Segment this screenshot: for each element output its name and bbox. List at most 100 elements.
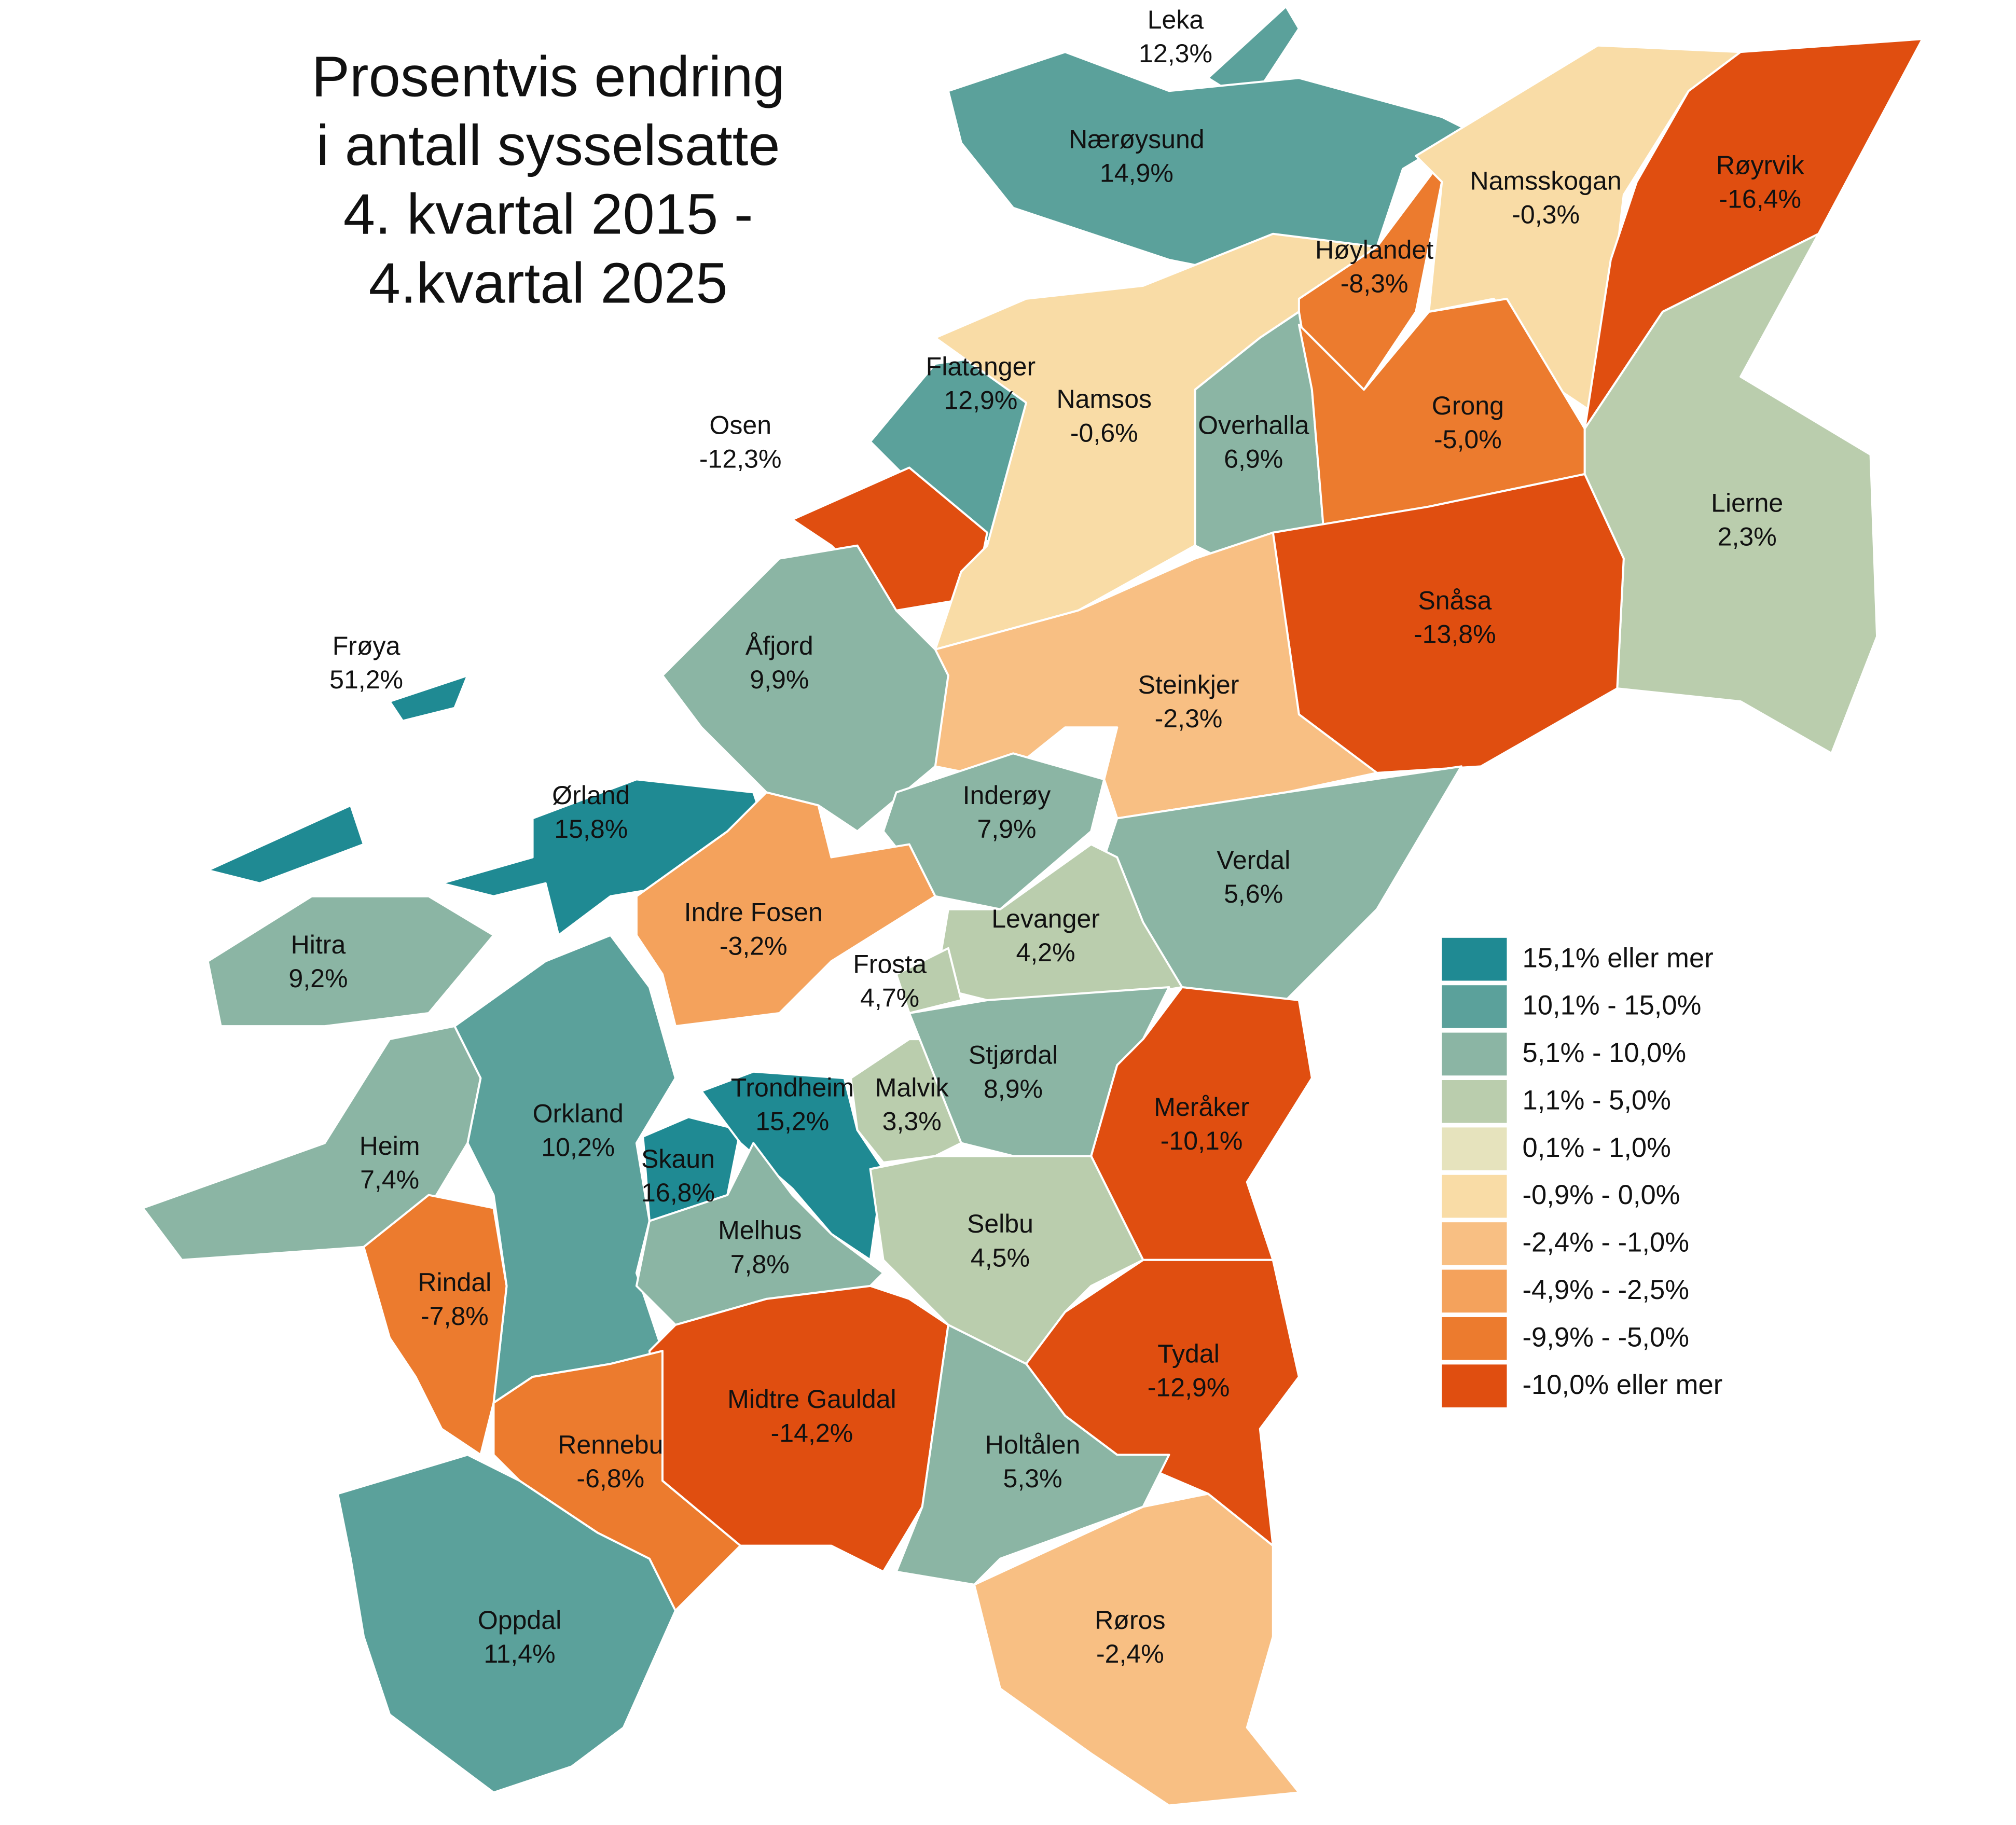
- legend-swatch: [1442, 1080, 1507, 1123]
- title-line: i antall sysselsatte: [316, 114, 780, 177]
- legend-swatch: [1442, 1269, 1507, 1313]
- title-line: 4. kvartal 2015 -: [343, 183, 753, 246]
- region: [363, 1194, 508, 1456]
- region-value: 6,9%: [1224, 444, 1283, 473]
- region: [895, 1323, 1170, 1586]
- region-name: Skaun: [641, 1144, 715, 1173]
- region-name: Frøya: [333, 631, 401, 660]
- region: [661, 544, 949, 833]
- region: [895, 947, 962, 1015]
- region-value: -13,8%: [1414, 619, 1496, 648]
- legend-label: 0,1% - 1,0%: [1523, 1132, 1671, 1163]
- region: [973, 1492, 1300, 1807]
- region-value: 7,9%: [977, 814, 1036, 844]
- region: [337, 1454, 677, 1794]
- region-labels: Leka 12,3% Nærøysund 14,9% Flatanger 12,9% Ose…: [288, 5, 1804, 1668]
- region-name: Melhus: [718, 1216, 802, 1245]
- region-value: 5,6%: [1224, 879, 1283, 908]
- region-value: 11,4%: [484, 1639, 555, 1668]
- legend-label: 15,1% eller mer: [1523, 943, 1714, 973]
- title-line: Prosentvis endring: [311, 45, 784, 108]
- region-name: Ørland: [552, 781, 630, 810]
- region: [947, 51, 1469, 287]
- region-value: 8,9%: [984, 1074, 1043, 1103]
- region-name: Meråker: [1154, 1093, 1249, 1122]
- legend-swatch: [1442, 1222, 1507, 1265]
- legend-label: -2,4% - -1,0%: [1523, 1227, 1689, 1258]
- region-value: 12,3%: [1139, 39, 1212, 68]
- region-value: 14,9%: [1100, 159, 1173, 188]
- region-value: 7,4%: [360, 1165, 419, 1194]
- region-value: -2,4%: [1096, 1639, 1164, 1668]
- region-name: Steinkjer: [1138, 670, 1239, 699]
- region-name: Namsskogan: [1470, 167, 1622, 196]
- region-value: 4,5%: [971, 1243, 1030, 1272]
- region: [206, 804, 365, 884]
- legend-swatch: [1442, 1032, 1507, 1076]
- region-value: -12,3%: [699, 444, 782, 473]
- legend-swatch: [1442, 1317, 1507, 1360]
- region-value: -16,4%: [1719, 185, 1801, 214]
- region-value: 5,3%: [1003, 1464, 1062, 1493]
- legend: 15,1% eller mer 10,1% - 15,0% 5,1% - 10,0%…: [1442, 937, 1723, 1407]
- region-name: Tydal: [1157, 1339, 1220, 1368]
- region: [1090, 986, 1313, 1261]
- region-value: 16,8%: [641, 1178, 715, 1207]
- legend-swatch: [1442, 985, 1507, 1028]
- region-value: 10,2%: [541, 1132, 615, 1162]
- legend-swatch: [1442, 937, 1507, 981]
- region-name: Levanger: [991, 904, 1100, 933]
- legend-label: -4,9% - -2,5%: [1523, 1275, 1689, 1305]
- region-name: Røros: [1095, 1606, 1165, 1635]
- region-value: -3,2%: [720, 931, 788, 960]
- region-value: -10,1%: [1161, 1126, 1243, 1155]
- region-value: 4,7%: [860, 984, 919, 1013]
- region-value: 15,8%: [554, 814, 628, 844]
- region-value: -12,9%: [1148, 1373, 1230, 1402]
- region-name: Oppdal: [478, 1606, 561, 1635]
- region-name: Høylandet: [1315, 235, 1433, 264]
- legend-label: 5,1% - 10,0%: [1523, 1038, 1687, 1068]
- region-name: Malvik: [875, 1073, 949, 1102]
- region-name: Orkland: [533, 1099, 624, 1128]
- region-value: 15,2%: [755, 1107, 829, 1136]
- region-value: -0,6%: [1070, 418, 1138, 447]
- region-name: Holtålen: [985, 1430, 1081, 1459]
- region-value: -14,2%: [771, 1418, 853, 1447]
- region-name: Selbu: [967, 1209, 1033, 1238]
- region-name: Namsos: [1056, 384, 1152, 413]
- legend-label: -9,9% - -5,0%: [1523, 1322, 1689, 1352]
- region: [882, 752, 1106, 910]
- region: [635, 791, 936, 1028]
- legend-label: 1,1% - 5,0%: [1523, 1085, 1671, 1115]
- region-name: Rennebu: [558, 1430, 663, 1459]
- region-name: Stjørdal: [969, 1041, 1058, 1070]
- region: [869, 1155, 1144, 1365]
- region-name: Trondheim: [731, 1073, 854, 1102]
- region-value: 2,3%: [1718, 522, 1777, 551]
- regions: [142, 5, 1924, 1807]
- region-value: 12,9%: [944, 386, 1017, 415]
- legend-swatch: [1442, 1174, 1507, 1218]
- region-name: Grong: [1432, 391, 1504, 420]
- region-value: 9,2%: [288, 964, 348, 993]
- region: [635, 1142, 885, 1326]
- region-value: 51,2%: [329, 665, 403, 694]
- legend-label: -10,0% eller mer: [1523, 1370, 1723, 1400]
- region: [934, 843, 1183, 1002]
- region-value: -8,3%: [1341, 269, 1409, 298]
- region-value: 9,9%: [750, 665, 809, 694]
- region-value: -2,3%: [1155, 704, 1223, 733]
- region-name: Inderøy: [963, 781, 1051, 810]
- region-name: Overhalla: [1198, 410, 1309, 439]
- region-value: -0,3%: [1512, 200, 1580, 229]
- legend-label: 10,1% - 15,0%: [1523, 990, 1702, 1021]
- region-name: Midtre Gauldal: [727, 1385, 896, 1414]
- region-value: 4,2%: [1016, 938, 1075, 967]
- region-value: -5,0%: [1434, 425, 1502, 454]
- region-name: Nærøysund: [1069, 125, 1205, 154]
- region: [492, 1350, 742, 1612]
